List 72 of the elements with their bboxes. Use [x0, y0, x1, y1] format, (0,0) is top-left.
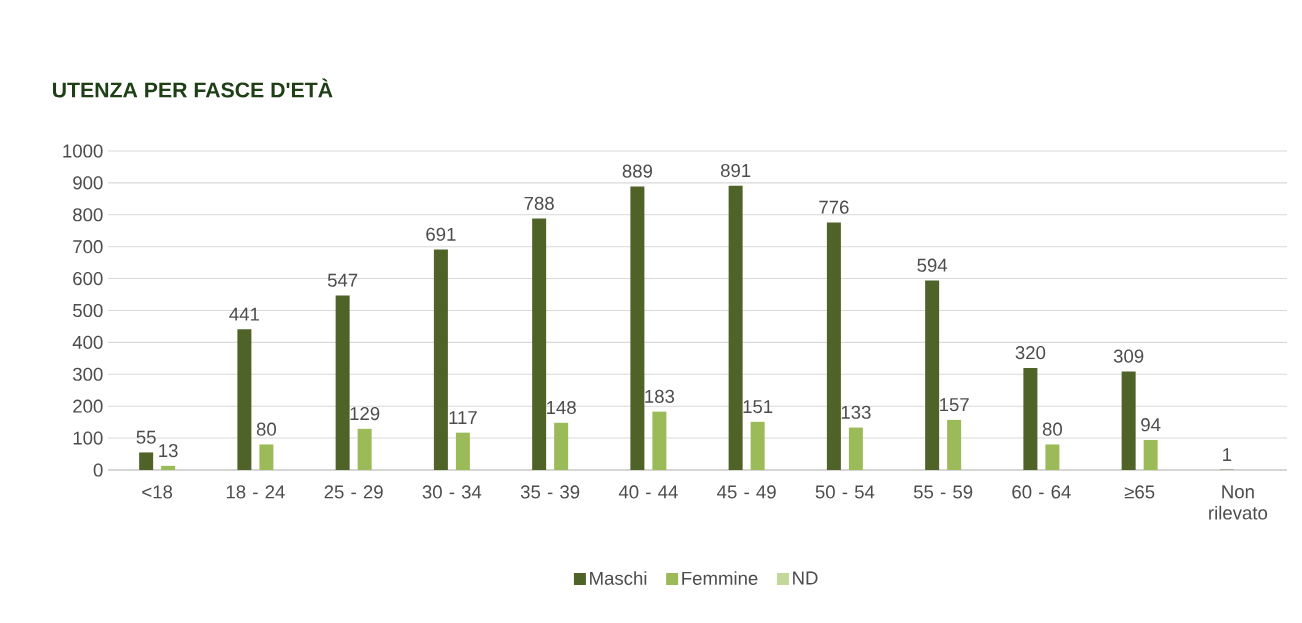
x-tick-label: 35 - 39	[520, 485, 580, 499]
bar	[357, 428, 372, 470]
bar	[652, 411, 667, 470]
data-label: 148	[547, 400, 576, 415]
y-tick-label: 800	[73, 208, 103, 222]
x-tick-label: 40 - 44	[618, 485, 678, 499]
x-tick-label: 50 - 54	[815, 485, 875, 499]
data-label: 133	[841, 405, 871, 419]
bar	[259, 444, 274, 470]
x-tick-label: 45 - 49	[717, 485, 776, 499]
data-label: 80	[256, 422, 277, 436]
data-label: 55	[136, 430, 156, 444]
data-label: 889	[622, 164, 653, 178]
bar	[1121, 371, 1136, 470]
x-tick-label: ≥65	[1124, 485, 1155, 499]
y-tick-label: 1000	[63, 144, 103, 158]
data-label: 776	[819, 200, 849, 214]
data-label: 547	[327, 273, 358, 287]
data-label: 441	[229, 307, 259, 321]
legend-label: Femmine	[682, 571, 758, 585]
bar	[925, 280, 940, 470]
data-label: 129	[350, 406, 380, 421]
bar	[750, 421, 765, 470]
y-tick-label: 200	[73, 399, 103, 413]
bar	[1045, 444, 1060, 470]
bar	[947, 419, 962, 470]
data-label: 13	[159, 443, 178, 458]
legend-label: Maschi	[590, 571, 647, 585]
data-label: 151	[743, 400, 773, 414]
x-tick-label: 60 - 64	[1012, 485, 1071, 499]
data-label: 788	[524, 196, 554, 210]
y-tick-label: 500	[73, 303, 103, 318]
data-label: 183	[645, 389, 675, 403]
y-tick-label: 100	[73, 431, 103, 445]
x-tick-label: 18 - 24	[226, 485, 285, 499]
x-tick-label: <18	[142, 485, 173, 499]
data-label: 891	[720, 163, 751, 178]
y-tick-label: 600	[73, 271, 103, 286]
bar	[848, 427, 863, 470]
bar	[532, 218, 547, 470]
bar	[139, 452, 154, 470]
bar	[1143, 440, 1158, 470]
y-tick-label: 300	[73, 367, 103, 381]
data-label: 94	[1141, 418, 1161, 432]
y-tick-label: 0	[93, 463, 103, 477]
bar	[161, 465, 176, 470]
data-label: 691	[426, 227, 456, 241]
x-tick-label: 30 - 34	[422, 485, 482, 499]
bar	[237, 329, 252, 470]
bar	[728, 185, 743, 470]
bar	[554, 422, 569, 470]
data-label: 157	[940, 398, 969, 412]
legend-label: ND	[793, 571, 818, 585]
data-label: 594	[917, 258, 948, 272]
x-tick-label: Non rilevato	[1209, 485, 1268, 520]
bar	[455, 432, 470, 470]
y-tick-label: 900	[73, 176, 103, 190]
y-tick-label: 400	[72, 335, 103, 349]
bar	[630, 186, 645, 470]
bar	[433, 249, 448, 470]
data-label: 1	[1223, 448, 1232, 461]
x-tick-label: 25 - 29	[324, 485, 383, 499]
x-tick-label: 55 - 59	[913, 485, 973, 499]
bar	[1023, 367, 1038, 470]
bar	[335, 295, 350, 470]
chart-title: UTENZA PER FASCE D'ETÀ	[52, 78, 333, 98]
data-label: 117	[449, 411, 477, 424]
data-label: 80	[1042, 422, 1063, 436]
data-label: 320	[1015, 346, 1046, 360]
y-tick-label: 700	[73, 240, 103, 254]
bar	[826, 222, 841, 470]
data-label: 309	[1113, 349, 1144, 363]
